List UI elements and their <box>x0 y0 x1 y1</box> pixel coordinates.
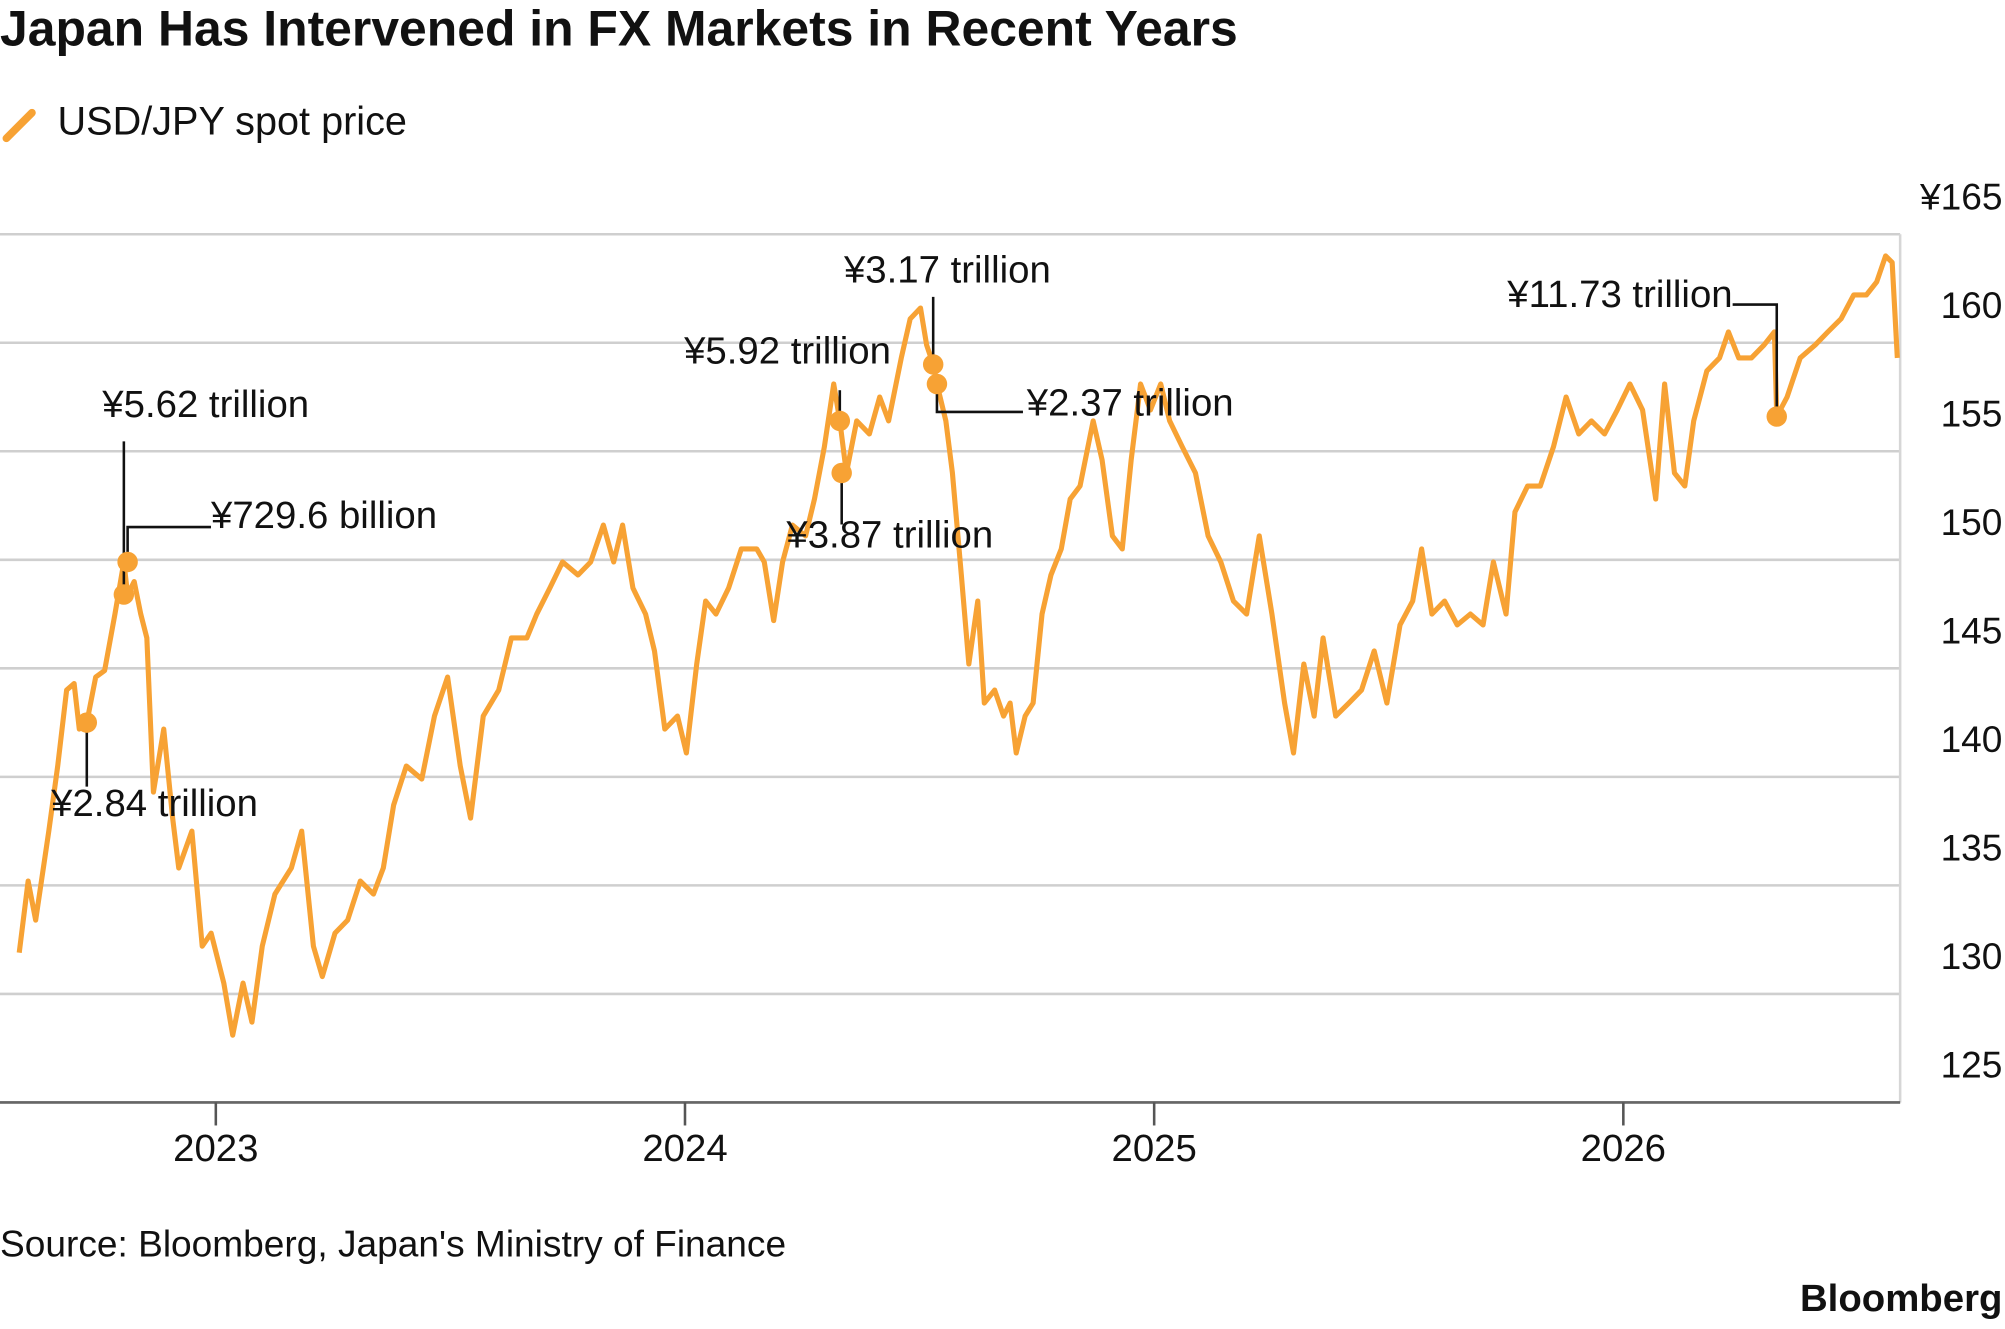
annotation-leader <box>1732 303 1779 417</box>
y-tick-label: 160 <box>1941 284 2003 326</box>
source-note: Source: Bloomberg, Japan's Ministry of F… <box>0 1223 786 1265</box>
price-line <box>16 253 1900 1038</box>
x-tick-label: 2025 <box>1111 1127 1196 1170</box>
annotation-label: ¥5.92 trillion <box>683 329 891 372</box>
y-tick-label: 150 <box>1941 501 2003 543</box>
brand-logo: Bloomberg <box>1800 1277 2002 1320</box>
annotation-leader <box>126 525 211 562</box>
annotation-label: ¥2.84 trillion <box>50 782 258 825</box>
x-tick-label: 2026 <box>1581 1127 1666 1170</box>
intervention-marker <box>1766 406 1787 427</box>
annotation-label: ¥11.73 trillion <box>1506 273 1732 316</box>
annotation-label: ¥729.6 billion <box>210 494 437 537</box>
intervention-marker <box>922 354 944 375</box>
legend-label: USD/JPY spot price <box>58 100 407 144</box>
legend-swatch <box>2 108 36 143</box>
intervention-marker <box>76 712 98 733</box>
annotation-label: ¥3.17 trillion <box>843 249 1051 292</box>
intervention-marker <box>113 584 135 605</box>
y-tick-label: 130 <box>1941 935 2003 977</box>
intervention-marker <box>831 462 852 484</box>
intervention-marker <box>117 551 138 573</box>
y-tick-label: 125 <box>1941 1044 2003 1086</box>
y-tick-label: ¥165 <box>1919 175 2002 217</box>
annotation-label: ¥2.37 trillion <box>1026 382 1234 425</box>
x-tick-label: 2024 <box>642 1127 727 1170</box>
y-tick-label: 145 <box>1941 610 2003 652</box>
annotation-leader <box>935 383 1023 414</box>
y-tick-label: 135 <box>1941 827 2003 869</box>
y-tick-label: 140 <box>1941 718 2003 760</box>
x-tick-label: 2023 <box>173 1127 258 1170</box>
chart-title: Japan Has Intervened in FX Markets in Re… <box>0 0 1238 56</box>
y-tick-label: 155 <box>1941 393 2003 435</box>
intervention-marker <box>829 410 851 432</box>
annotation-label: ¥3.87 trillion <box>785 513 993 556</box>
annotation-label: ¥5.62 trillion <box>101 383 309 426</box>
intervention-marker <box>926 373 948 395</box>
